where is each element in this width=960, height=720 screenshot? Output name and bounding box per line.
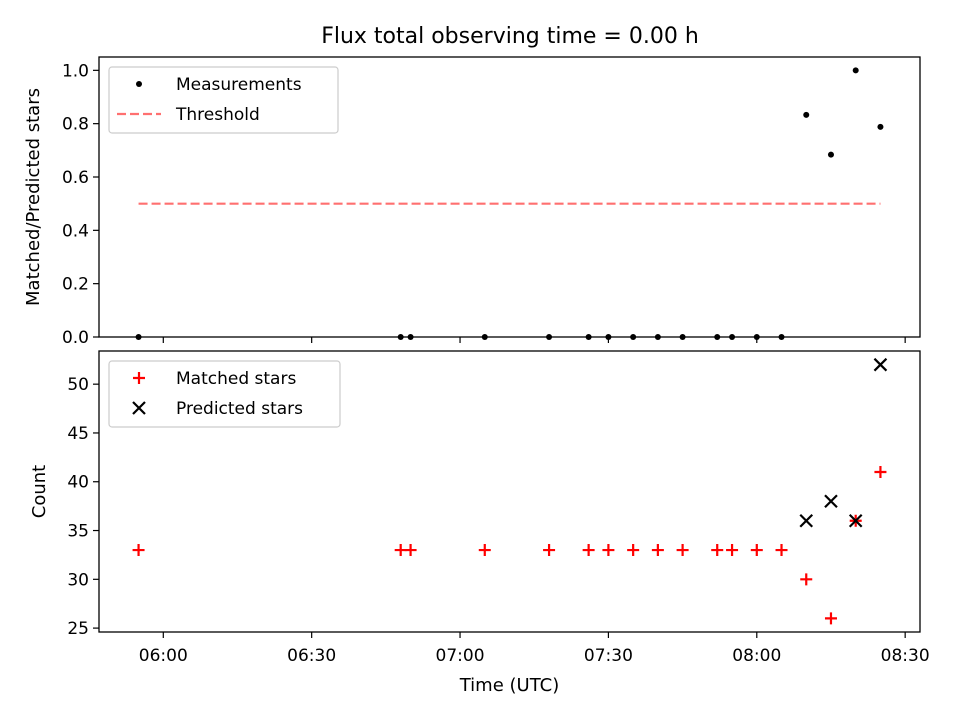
y-tick-label: 0.6 [62, 168, 89, 188]
data-point [585, 334, 592, 340]
y-tick-label: 45 [67, 424, 89, 444]
figure-title: Flux total observing time = 0.00 h [321, 24, 699, 49]
series-measurements [135, 67, 884, 340]
data-point [546, 334, 553, 340]
plus-marker [602, 544, 615, 557]
x-axis-label: Time (UTC) [459, 675, 560, 696]
data-point [407, 334, 414, 340]
x-tick-label: 08:00 [732, 646, 781, 666]
x-tick-label: 06:30 [287, 646, 336, 666]
legend-label: Measurements [176, 75, 302, 95]
plus-marker [582, 544, 595, 557]
plot-frame [98, 56, 921, 338]
series-predicted-stars [799, 357, 888, 528]
cross-marker [824, 494, 838, 509]
chart-panel-2: 25 30 35 40 45 50 06:00 06:30 07:00 07:30 08:00 08:… [29, 350, 930, 696]
legend-box [108, 66, 339, 134]
x-tick-label: 08:30 [881, 646, 930, 666]
plus-marker [627, 544, 640, 557]
y-tick-label: 0.8 [62, 115, 89, 135]
y-tick-label: 30 [67, 570, 89, 590]
y-axis-label: Count [29, 465, 50, 518]
data-point [605, 334, 612, 340]
y-tick-label: 25 [67, 619, 89, 639]
data-point [778, 334, 785, 340]
cross-marker [848, 513, 863, 528]
plus-marker [651, 544, 664, 557]
data-point [679, 334, 686, 340]
legend-marker [136, 81, 142, 87]
plus-marker [750, 544, 763, 557]
y-tick-label: 50 [67, 375, 89, 395]
plus-marker [404, 544, 417, 557]
data-point [803, 111, 810, 118]
plus-marker [478, 544, 491, 557]
y-tick-label: 1.0 [62, 61, 89, 81]
legend: Matched stars Predicted stars [108, 360, 341, 428]
cross-marker [799, 513, 814, 528]
legend-box [108, 360, 341, 428]
x-tick-label: 07:30 [584, 646, 633, 666]
y-tick-label: 0.2 [62, 275, 89, 295]
data-point [654, 334, 661, 340]
legend: Measurements Threshold [108, 66, 339, 134]
x-tick-label: 06:00 [139, 646, 188, 666]
legend-marker [132, 401, 146, 415]
data-point [481, 334, 488, 340]
data-point [729, 334, 736, 340]
legend-marker [133, 372, 145, 384]
y-tick-label: 35 [67, 522, 89, 542]
data-point [714, 334, 721, 340]
y-tick-label: 0.4 [62, 221, 89, 241]
y-tick-label: 40 [67, 473, 89, 493]
legend-label: Matched stars [176, 369, 296, 389]
x-tick-label: 07:00 [436, 646, 485, 666]
y-axis-label: Matched/Predicted stars [23, 88, 44, 306]
data-point [630, 334, 637, 340]
data-point [852, 67, 859, 74]
plus-marker [676, 544, 689, 557]
plus-marker [543, 544, 556, 557]
data-point [753, 334, 760, 340]
data-point [877, 123, 884, 130]
y-tick-label: 0.0 [62, 328, 89, 348]
plus-marker [711, 544, 724, 557]
plus-marker [824, 612, 837, 625]
plus-marker [726, 544, 739, 557]
plus-marker [874, 465, 887, 478]
legend-label: Predicted stars [176, 399, 303, 419]
chart-panel-1: 0.0 0.2 0.4 0.6 0.8 1.0 Matched/Predicted star… [23, 56, 921, 348]
plot-frame [98, 350, 921, 633]
plus-marker [132, 544, 145, 557]
cross-marker [873, 357, 888, 372]
data-point [397, 334, 404, 340]
plus-marker [800, 573, 813, 586]
data-point [135, 334, 142, 340]
plus-marker [775, 544, 788, 557]
data-point [827, 151, 834, 158]
legend-label: Threshold [175, 105, 260, 125]
